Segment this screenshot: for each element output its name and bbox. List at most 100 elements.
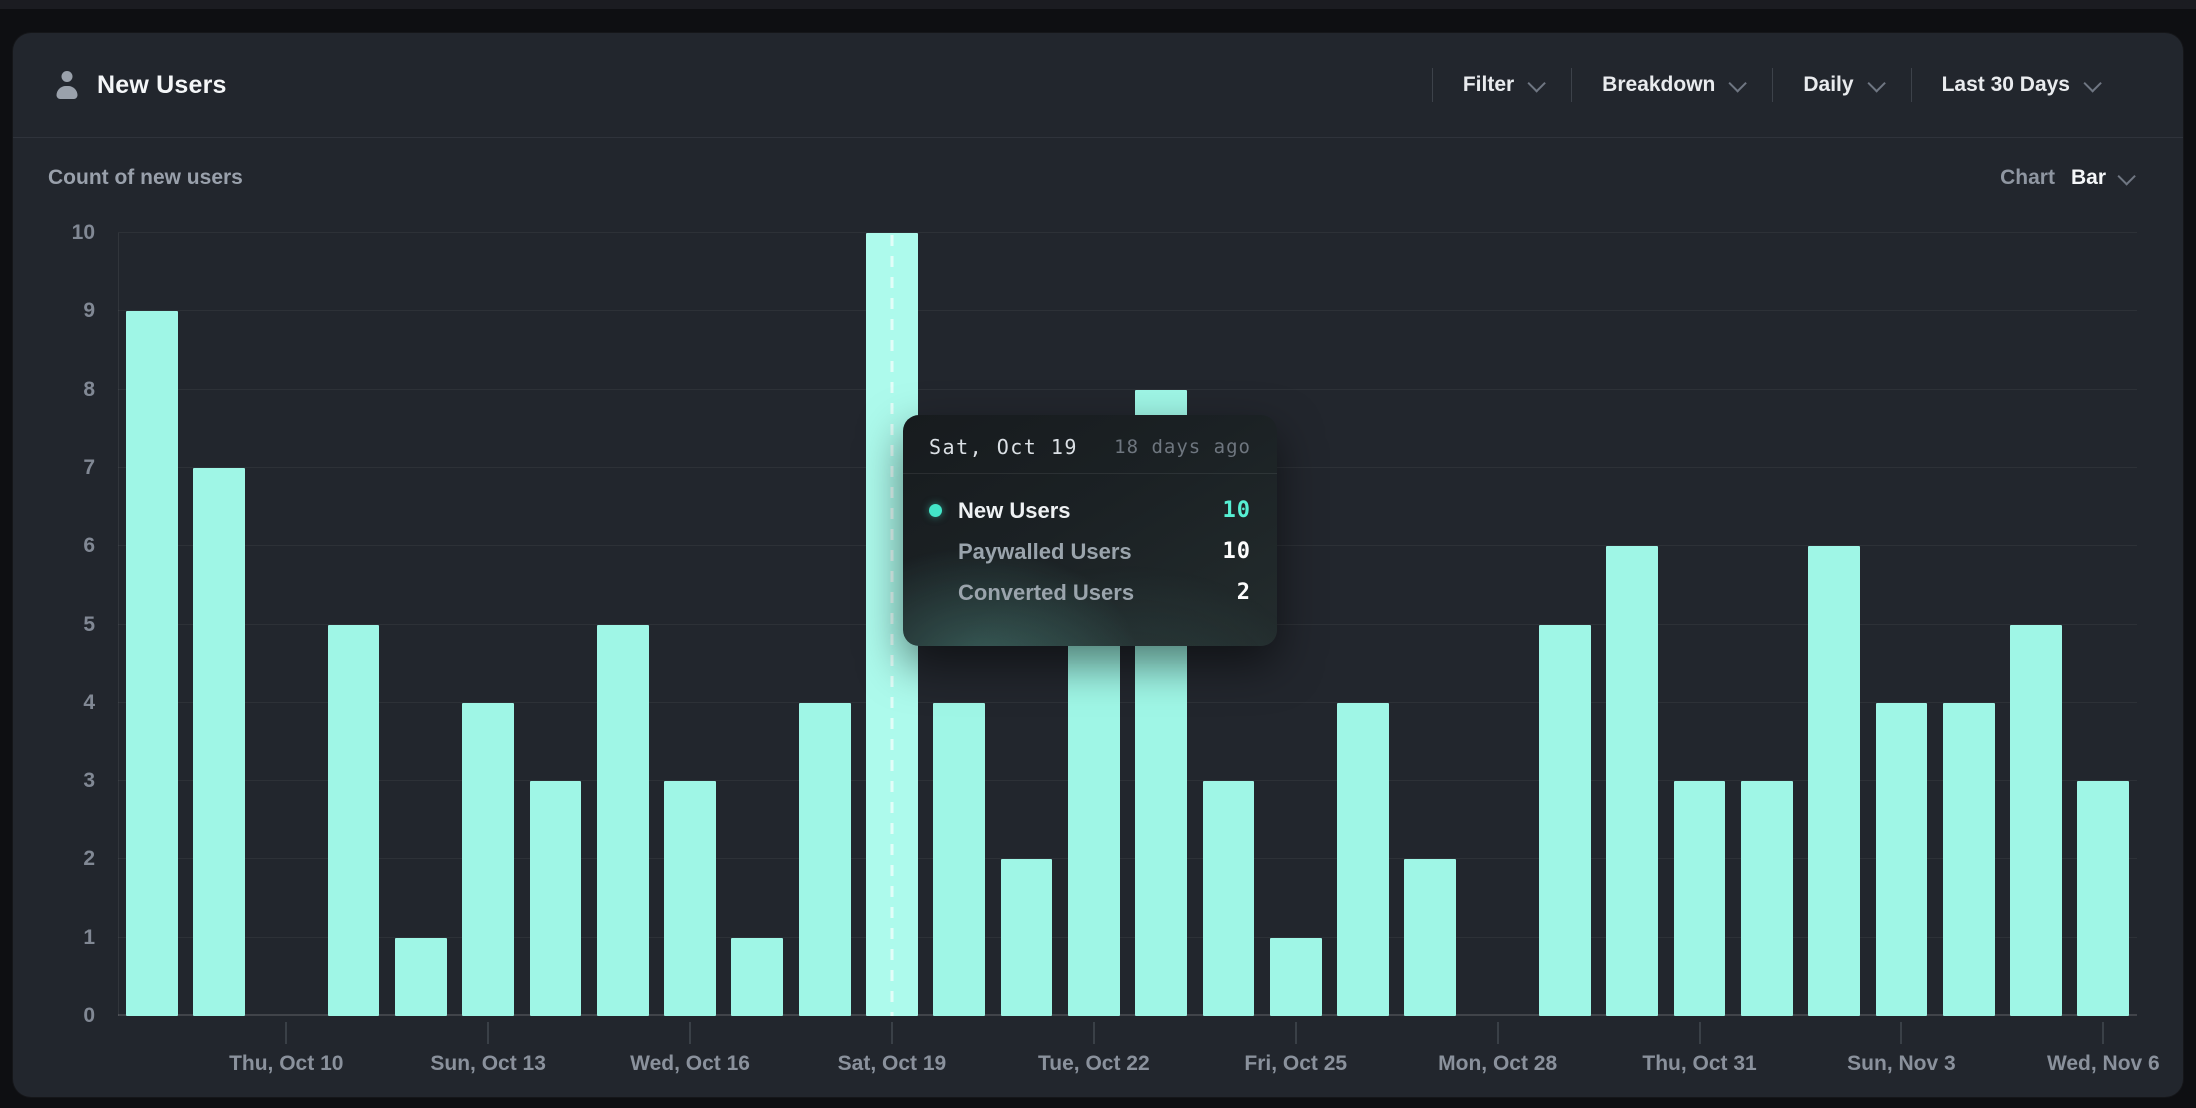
gridline bbox=[118, 388, 2137, 390]
divider bbox=[1910, 68, 1912, 102]
header-controls: Filter Breakdown Daily Last 30 Days bbox=[1431, 33, 2183, 137]
date-range-dropdown[interactable]: Last 30 Days bbox=[1912, 33, 2127, 137]
y-axis-label: 7 bbox=[83, 455, 95, 479]
filter-dropdown[interactable]: Filter bbox=[1433, 33, 1571, 137]
chevron-down-icon bbox=[1527, 73, 1546, 93]
x-tick bbox=[1294, 1022, 1297, 1044]
x-tick-label: Fri, Oct 25 bbox=[1244, 1052, 1348, 1075]
new-users-card: New Users Filter Breakdown Daily Last 30… bbox=[13, 33, 2183, 1097]
chevron-down-icon bbox=[1728, 73, 1748, 93]
y-axis-labels: 0 1 2 3 4 5 6 7 8 9 10 bbox=[40, 221, 95, 1027]
tooltip-row-label: Paywalled Users bbox=[958, 538, 1132, 564]
x-tick bbox=[2102, 1022, 2105, 1044]
bar[interactable] bbox=[1269, 937, 1322, 1016]
bar[interactable] bbox=[1337, 702, 1389, 1016]
x-tick-label: Sun, Nov 3 bbox=[1847, 1052, 1956, 1075]
y-axis-label: 5 bbox=[83, 612, 95, 636]
tooltip-row-value: 10 bbox=[1222, 539, 1251, 564]
bar[interactable] bbox=[327, 624, 380, 1016]
divider bbox=[1772, 68, 1774, 102]
bar[interactable] bbox=[2010, 624, 2062, 1016]
x-tick-label: Wed, Oct 16 bbox=[630, 1052, 750, 1075]
granularity-dropdown-label: Daily bbox=[1803, 73, 1854, 96]
chart-tooltip: Sat, Oct 19 18 days ago New Users 10 Pay… bbox=[903, 415, 1277, 646]
gridline bbox=[118, 232, 2137, 233]
gridline bbox=[118, 936, 2137, 938]
bar[interactable] bbox=[664, 781, 716, 1016]
top-strip bbox=[0, 0, 2196, 9]
gridline bbox=[118, 310, 2137, 312]
y-axis-label: 1 bbox=[83, 925, 95, 949]
chevron-down-icon bbox=[2083, 73, 2102, 93]
tooltip-row-paywalled-users: Paywalled Users 10 bbox=[929, 531, 1251, 572]
breakdown-dropdown[interactable]: Breakdown bbox=[1572, 33, 1772, 137]
card-header: New Users Filter Breakdown Daily Last 30… bbox=[13, 33, 2183, 138]
bar[interactable] bbox=[1808, 546, 1861, 1016]
bar[interactable] bbox=[1740, 781, 1793, 1016]
bar[interactable] bbox=[193, 467, 245, 1016]
x-tick bbox=[1092, 1022, 1095, 1044]
tooltip-row-new-users: New Users 10 bbox=[929, 490, 1251, 531]
card-title: New Users bbox=[97, 70, 227, 99]
chevron-down-icon bbox=[2117, 166, 2136, 186]
x-tick bbox=[689, 1022, 692, 1044]
x-tick-label: Sat, Oct 19 bbox=[837, 1052, 947, 1075]
y-axis-label: 6 bbox=[83, 534, 95, 558]
user-icon bbox=[53, 71, 80, 99]
bar[interactable] bbox=[394, 937, 447, 1016]
x-tick bbox=[1496, 1022, 1499, 1044]
x-tick bbox=[1900, 1022, 1903, 1044]
x-tick-label: Tue, Oct 22 bbox=[1038, 1052, 1150, 1075]
x-tick-label: Sun, Oct 13 bbox=[430, 1052, 546, 1075]
y-axis-line bbox=[118, 233, 119, 1016]
tooltip-row-value: 10 bbox=[1222, 498, 1251, 523]
tooltip-row-value: 2 bbox=[1236, 580, 1251, 605]
bar[interactable] bbox=[462, 702, 515, 1016]
x-tick bbox=[890, 1022, 893, 1044]
chart-type-value: Bar bbox=[2070, 166, 2106, 189]
bar[interactable] bbox=[1067, 624, 1120, 1016]
bar[interactable] bbox=[1875, 702, 1928, 1016]
bar[interactable] bbox=[933, 702, 986, 1016]
granularity-dropdown[interactable]: Daily bbox=[1773, 33, 1910, 137]
chart-type-label: Chart bbox=[2000, 166, 2055, 189]
bar[interactable] bbox=[731, 937, 784, 1016]
breakdown-dropdown-label: Breakdown bbox=[1602, 73, 1716, 96]
bar[interactable] bbox=[1404, 859, 1457, 1016]
tooltip-header: Sat, Oct 19 18 days ago bbox=[903, 415, 1277, 474]
bar[interactable] bbox=[1942, 702, 1995, 1016]
date-range-dropdown-label: Last 30 Days bbox=[1941, 73, 2070, 96]
tooltip-relative-time: 18 days ago bbox=[1114, 436, 1251, 458]
bar[interactable] bbox=[1539, 624, 1591, 1016]
tooltip-row-converted-users: Converted Users 2 bbox=[929, 572, 1251, 613]
y-axis-label: 2 bbox=[83, 847, 95, 871]
y-axis-label: 3 bbox=[83, 769, 95, 793]
gridline bbox=[118, 780, 2137, 782]
tooltip-date: Sat, Oct 19 bbox=[929, 435, 1078, 459]
chart-toolbar: Count of new users Chart Bar bbox=[13, 138, 2183, 218]
y-axis-label: 9 bbox=[83, 299, 95, 323]
x-tick-label: Mon, Oct 28 bbox=[1438, 1052, 1558, 1075]
gridline bbox=[118, 858, 2137, 860]
bar[interactable] bbox=[1673, 781, 1726, 1016]
card-title-group: New Users bbox=[13, 71, 227, 100]
y-axis-label: 10 bbox=[71, 221, 95, 244]
x-axis-baseline bbox=[118, 1014, 2137, 1016]
chart-subtitle: Count of new users bbox=[48, 166, 243, 189]
x-tick bbox=[285, 1022, 288, 1044]
tooltip-body: New Users 10 Paywalled Users 10 Converte… bbox=[903, 474, 1277, 613]
bar[interactable] bbox=[596, 624, 649, 1016]
bar[interactable] bbox=[1202, 781, 1255, 1016]
tooltip-row-label: Converted Users bbox=[958, 579, 1135, 605]
bar[interactable] bbox=[1000, 859, 1053, 1016]
x-tick-label: Wed, Nov 6 bbox=[2046, 1052, 2160, 1075]
bar[interactable] bbox=[798, 702, 851, 1016]
bar[interactable] bbox=[1606, 546, 1659, 1016]
bar[interactable] bbox=[529, 781, 582, 1016]
chart-type-selector[interactable]: Chart Bar bbox=[1994, 165, 2137, 191]
y-axis-label: 4 bbox=[83, 690, 95, 714]
bar[interactable] bbox=[2077, 781, 2130, 1016]
bar[interactable] bbox=[125, 311, 178, 1016]
divider bbox=[1431, 68, 1433, 102]
